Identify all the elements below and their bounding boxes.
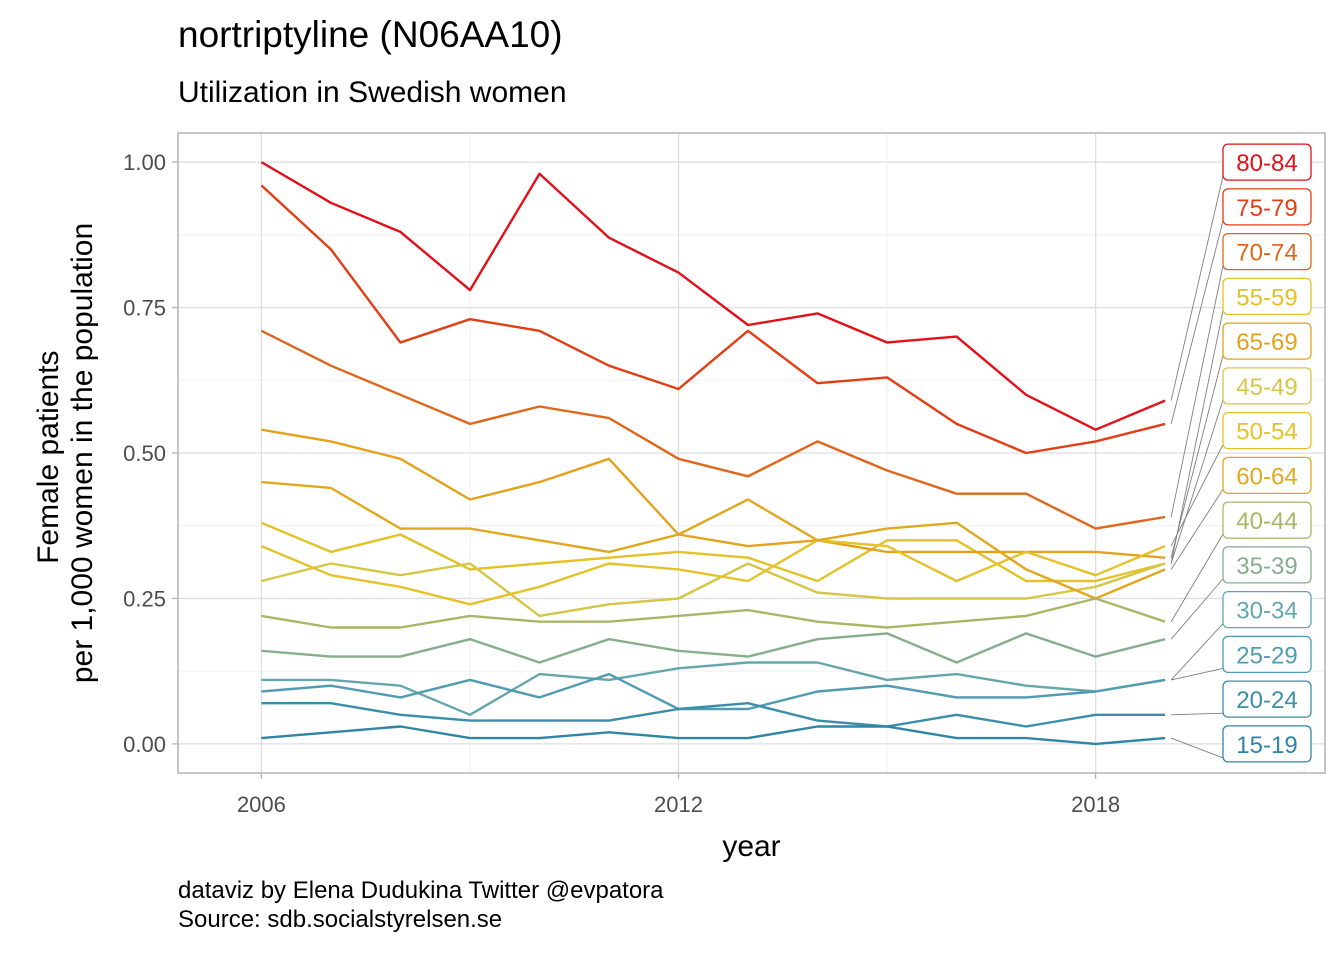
series-label-45-49: 45-49 [1223,368,1311,404]
series-label-35-39: 35-39 [1223,547,1311,583]
series-line-25-29 [261,674,1165,709]
series-label-text: 45-49 [1236,374,1297,401]
label-leader-45-49 [1171,400,1223,564]
series-label-80-84: 80-84 [1223,144,1311,180]
series-label-text: 75-79 [1236,195,1297,222]
series-label-20-24: 20-24 [1223,681,1311,717]
series-label-60-64: 60-64 [1223,457,1311,493]
caption: dataviz by Elena Dudukina Twitter @evpat… [178,876,664,934]
y-tick-label: 0.75 [123,296,166,321]
series-label-75-79: 75-79 [1223,189,1311,225]
series-line-15-19 [261,727,1165,744]
label-leader-50-54 [1171,445,1223,546]
series-label-text: 30-34 [1236,598,1297,625]
series-label-text: 25-29 [1236,642,1297,669]
label-leader-25-29 [1171,668,1223,680]
series-label-text: 65-69 [1236,329,1297,356]
series-line-35-39 [261,633,1165,662]
series-label-25-29: 25-29 [1223,636,1311,672]
series-line-65-69 [261,430,1165,558]
y-axis-title-line-2: per 1,000 women in the population [66,223,99,683]
y-tick-label: 0.50 [123,441,166,466]
series-label-50-54: 50-54 [1223,413,1311,449]
caption-source: Source: sdb.socialstyrelsen.se [178,905,664,934]
x-axis-title: year [722,830,780,863]
series-label-55-59: 55-59 [1223,278,1311,314]
series-line-75-79 [261,185,1165,453]
series-label-15-19: 15-19 [1223,726,1311,762]
series-label-text: 20-24 [1236,687,1297,714]
series-label-30-34: 30-34 [1223,592,1311,628]
y-axis-title: Female patients per 1,000 women in the p… [32,223,99,683]
series-line-50-54 [261,540,1165,604]
y-tick-label: 1.00 [123,150,166,175]
label-leaders [1171,176,1223,758]
x-tick-label: 2018 [1071,792,1120,817]
label-leader-65-69 [1171,355,1223,558]
caption-credit: dataviz by Elena Dudukina Twitter @evpat… [178,876,664,905]
series-label-text: 35-39 [1236,553,1297,580]
series-label-70-74: 70-74 [1223,234,1311,270]
label-leader-70-74 [1171,266,1223,517]
series-line-40-44 [261,599,1165,628]
grid [178,133,1325,773]
series-label-text: 50-54 [1236,419,1297,446]
y-tick-label: 0.25 [123,586,166,611]
label-leader-15-19 [1171,738,1223,758]
label-leader-60-64 [1171,489,1223,569]
y-tick-label: 0.00 [123,732,166,757]
label-leader-20-24 [1171,713,1223,715]
x-tick-label: 2006 [237,792,286,817]
series-label-text: 15-19 [1236,732,1297,759]
series-label-text: 40-44 [1236,508,1297,535]
series-line-80-84 [261,162,1165,430]
series-label-65-69: 65-69 [1223,323,1311,359]
series-label-text: 80-84 [1236,150,1297,177]
series-label-text: 70-74 [1236,240,1297,267]
label-leader-80-84 [1171,176,1223,401]
series-label-40-44: 40-44 [1223,502,1311,538]
series-line-20-24 [261,703,1165,726]
y-axis-title-line-1: Female patients [32,350,65,563]
series-label-text: 55-59 [1236,284,1297,311]
x-tick-label: 2012 [654,792,703,817]
line-chart: 0.00 0.25 0.50 0.75 1.00 2006 2012 2018 80-84 75… [0,0,1344,960]
series-label-text: 60-64 [1236,463,1297,490]
